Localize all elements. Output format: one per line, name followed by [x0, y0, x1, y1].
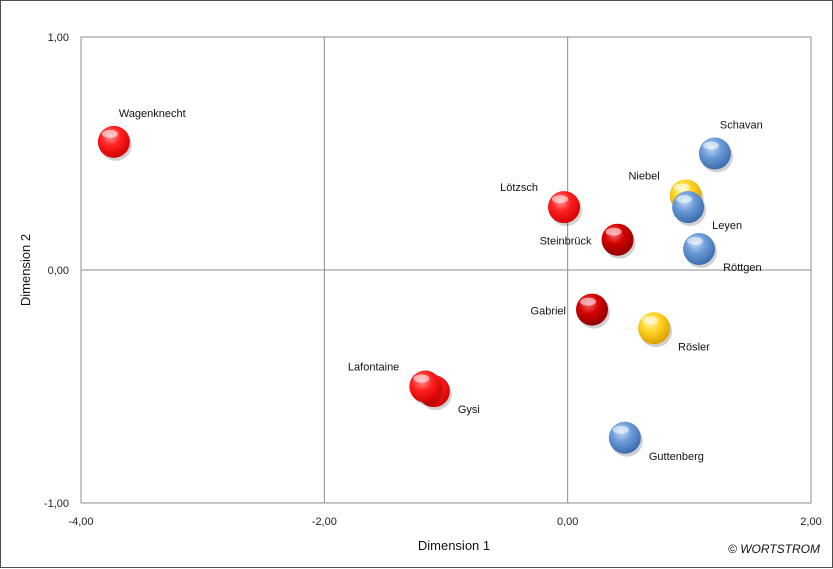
- data-point: [608, 421, 643, 457]
- point-label: Steinbrück: [540, 236, 592, 248]
- x-tick-label: -2,00: [312, 516, 337, 528]
- point-label: Gysi: [458, 404, 480, 416]
- x-tick-label: -4,00: [68, 516, 93, 528]
- y-tick-label: -1,00: [44, 498, 69, 510]
- y-tick-label: 0,00: [48, 265, 69, 277]
- y-axis-title: Dimension 2: [18, 234, 33, 306]
- data-point: [683, 233, 718, 269]
- point-label: Niebel: [628, 170, 659, 182]
- data-point: [672, 191, 707, 227]
- grid: [81, 37, 811, 503]
- data-point: [698, 137, 733, 173]
- x-axis-title: Dimension 1: [418, 538, 490, 553]
- point-label: Lafontaine: [348, 362, 399, 374]
- point-label: Schavan: [720, 120, 763, 132]
- data-point: [97, 125, 132, 161]
- data-point: [576, 293, 610, 329]
- point-label: Leyen: [712, 220, 742, 232]
- point-label: Guttenberg: [649, 451, 704, 463]
- point-label: Rösler: [678, 341, 710, 353]
- point-label: Gabriel: [531, 306, 566, 318]
- data-points: [97, 125, 733, 457]
- tick-labels: -4,00 -2,00 0,00 2,00 1,00 0,00 -1,00: [44, 32, 822, 528]
- data-point: [409, 370, 444, 406]
- point-labels: Wagenknecht Lötzsch Steinbrück Gabriel Gysi L…: [119, 108, 763, 463]
- data-point: [601, 223, 636, 259]
- point-label: Röttgen: [723, 262, 762, 274]
- data-point: [548, 191, 583, 227]
- data-point: [638, 312, 673, 348]
- copyright-notice: © WORTSTROM: [728, 542, 820, 556]
- point-label: Wagenknecht: [119, 108, 186, 120]
- x-tick-label: 2,00: [800, 516, 821, 528]
- x-tick-label: 0,00: [557, 516, 578, 528]
- point-label: Lötzsch: [500, 182, 538, 194]
- y-tick-label: 1,00: [48, 32, 69, 44]
